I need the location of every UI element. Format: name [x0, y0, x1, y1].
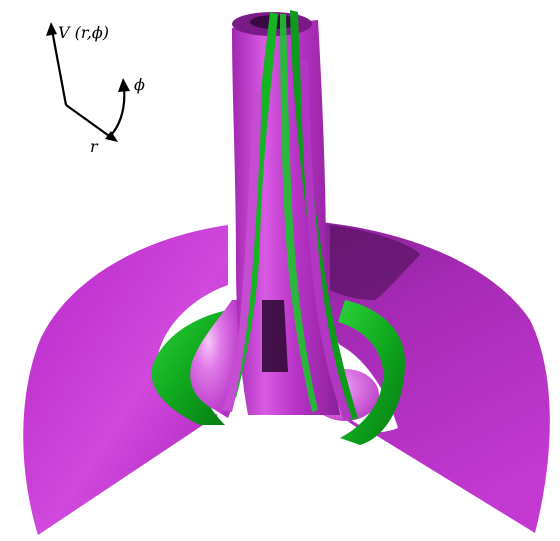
radial-axis-line — [65, 104, 113, 139]
angular-axis-label: ϕ — [134, 75, 145, 94]
radial-axis-label: r — [90, 137, 99, 156]
vertical-axis-label: V (r,ϕ) — [58, 23, 109, 42]
green-ribbon-2 — [290, 10, 358, 420]
right-outer-sheet — [320, 222, 550, 533]
vertical-axis-line — [50, 29, 68, 106]
tube-dark-slot — [262, 300, 288, 372]
angular-axis-arrowhead-icon — [118, 78, 130, 92]
left-outer-sheet — [23, 225, 229, 535]
magenta-fold-left — [222, 90, 262, 412]
axis-triad: V (r,ϕ) ϕ r — [46, 22, 145, 156]
right-sheet-shadow — [330, 225, 420, 300]
vertical-axis-arrowhead-icon — [46, 22, 57, 36]
angular-axis-arc — [109, 87, 126, 137]
right-green-lobe — [338, 300, 405, 445]
green-ribbon-3 — [280, 14, 318, 412]
magenta-fold-right — [300, 60, 352, 420]
radial-axis-arrowhead-icon — [105, 131, 118, 142]
